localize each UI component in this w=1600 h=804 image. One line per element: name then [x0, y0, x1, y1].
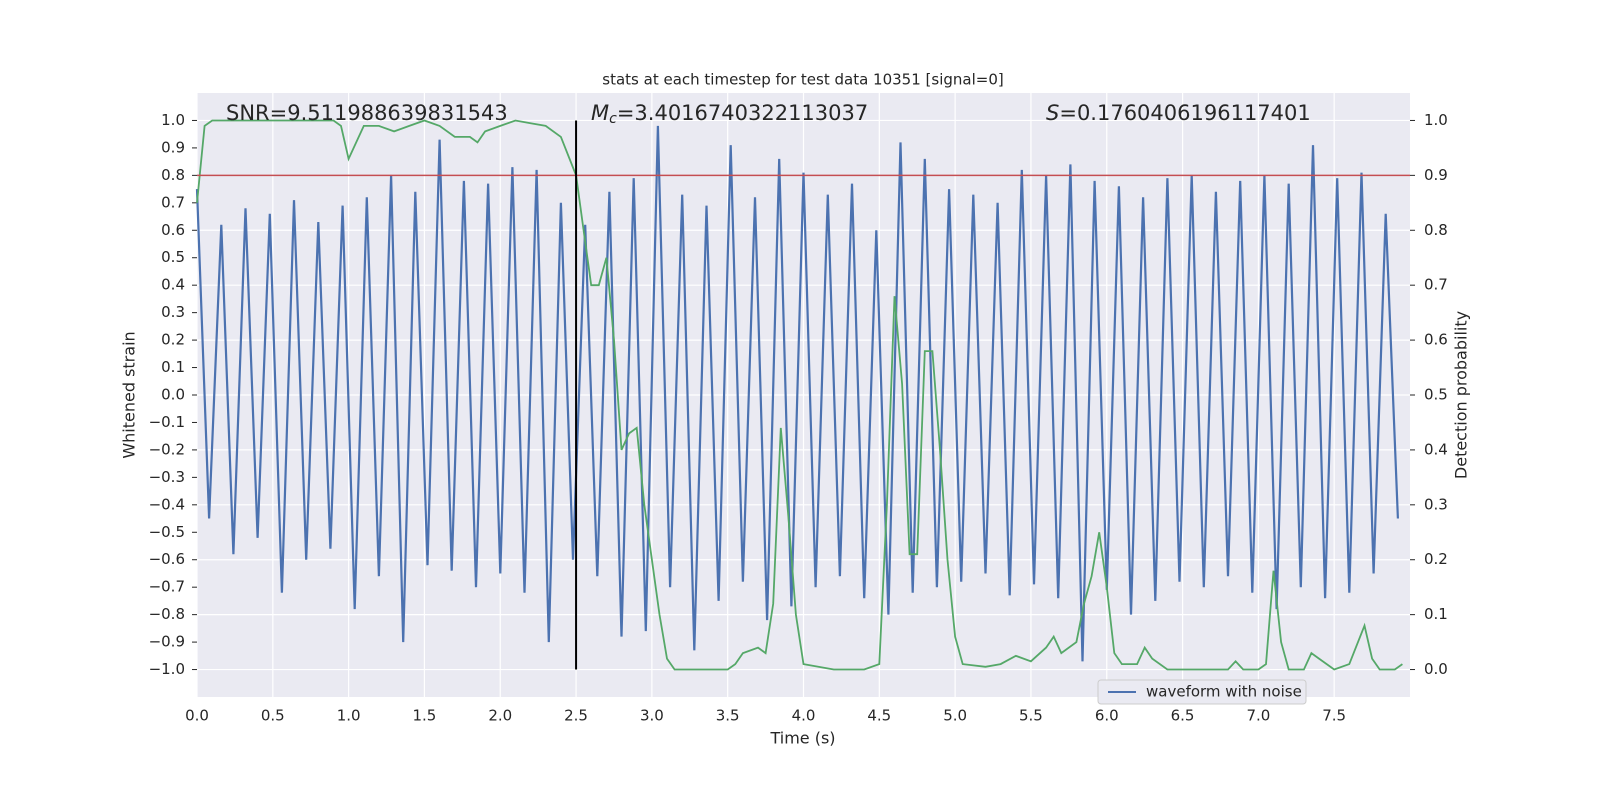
annotation-symbol: S — [1046, 101, 1059, 125]
x-tick-label: 0.5 — [261, 707, 285, 725]
annotation: SNR=9.511988639831543 — [226, 101, 508, 125]
y-tick-label: 0.7 — [161, 193, 185, 211]
chart-title: stats at each timestep for test data 103… — [602, 71, 1003, 89]
y-tick-label: −0.3 — [149, 468, 185, 486]
x-tick-label: 4.5 — [867, 707, 891, 725]
y2-tick-label: 0.3 — [1424, 495, 1448, 513]
y2-tick-label: 0.4 — [1424, 440, 1448, 458]
x-tick-label: 7.5 — [1322, 707, 1346, 725]
y2-tick-label: 0.0 — [1424, 660, 1448, 678]
y-tick-label: 0.0 — [161, 386, 185, 404]
y-tick-label: −0.9 — [149, 633, 185, 651]
x-tick-label: 3.0 — [640, 707, 664, 725]
x-tick-label: 6.0 — [1095, 707, 1119, 725]
y2-tick-label: 0.8 — [1424, 221, 1448, 239]
x-tick-label: 1.5 — [413, 707, 437, 725]
y2-tick-label: 0.2 — [1424, 550, 1448, 568]
x-axis-label: Time (s) — [769, 729, 835, 748]
annotation: S=0.1760406196117401 — [1046, 101, 1311, 125]
y2-tick-label: 0.7 — [1424, 276, 1448, 294]
x-tick-label: 5.5 — [1019, 707, 1043, 725]
probability-line — [196, 119, 1403, 671]
waveform-line — [195, 125, 1399, 662]
y-tick-label: −0.2 — [149, 440, 185, 458]
annotation-text: SNR=9.511988639831543 — [226, 101, 508, 125]
y-tick-label: 0.5 — [161, 248, 185, 266]
y-tick-label: −0.8 — [149, 605, 185, 623]
y2-tick-label: 0.9 — [1424, 166, 1448, 184]
y-tick-label: −0.1 — [149, 413, 185, 431]
y-tick-label: −0.7 — [149, 578, 185, 596]
annotation-subscript: c — [609, 111, 617, 127]
annotation: Mc=3.4016740322113037 — [591, 101, 868, 127]
x-tick-label: 2.0 — [488, 707, 512, 725]
x-tick-label: 0.0 — [185, 707, 209, 725]
y2-tick-label: 1.0 — [1424, 111, 1448, 129]
y-tick-label: −0.6 — [149, 550, 185, 568]
legend-label: waveform with noise — [1146, 683, 1302, 701]
x-tick-label: 5.0 — [943, 707, 967, 725]
annotation-text: =0.1760406196117401 — [1059, 101, 1310, 125]
y-tick-label: −1.0 — [149, 660, 185, 678]
x-tick-label: 6.5 — [1171, 707, 1195, 725]
y-tick-label: 0.4 — [161, 276, 185, 294]
y-tick-label: 0.1 — [161, 358, 185, 376]
y-tick-label: 1.0 — [161, 111, 185, 129]
y2-tick-label: 0.6 — [1424, 331, 1448, 349]
y-tick-label: 0.6 — [161, 221, 185, 239]
y-tick-label: −0.5 — [149, 523, 185, 541]
y2-tick-label: 0.5 — [1424, 386, 1448, 404]
y2-axis-label: Detection probability — [1452, 311, 1471, 479]
y-tick-label: 0.2 — [161, 331, 185, 349]
annotation-text: =3.4016740322113037 — [617, 101, 868, 125]
legend-box — [1097, 679, 1307, 705]
annotation-symbol: M — [591, 101, 609, 125]
x-tick-label: 4.0 — [792, 707, 816, 725]
x-tick-label: 7.0 — [1246, 707, 1270, 725]
x-tick-label: 1.0 — [337, 707, 361, 725]
y-tick-label: −0.4 — [149, 495, 185, 513]
y-tick-label: 0.3 — [161, 303, 185, 321]
y-axis-label: Whitened strain — [120, 331, 139, 458]
y-tick-label: 0.9 — [161, 138, 185, 156]
x-tick-label: 2.5 — [564, 707, 588, 725]
y2-tick-label: 0.1 — [1424, 605, 1448, 623]
x-tick-label: 3.5 — [716, 707, 740, 725]
y-tick-label: 0.8 — [161, 166, 185, 184]
